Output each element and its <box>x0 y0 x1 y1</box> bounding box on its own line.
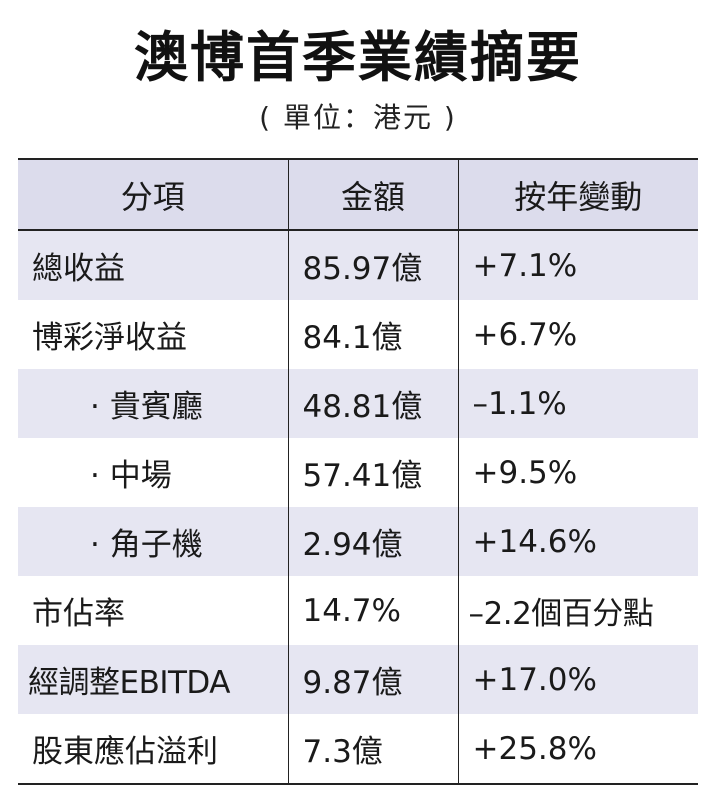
row-change: +14.6% <box>457 507 698 576</box>
row-item: 博彩淨收益 <box>32 320 187 356</box>
row-change: –1.1% <box>457 369 698 438</box>
row-amount: 84.1億 <box>287 300 458 369</box>
header-item: 分項 <box>120 177 185 216</box>
row-amount: 85.97億 <box>287 230 458 300</box>
row-amount: 7.3億 <box>287 714 458 784</box>
row-change: +25.8% <box>457 714 698 784</box>
page-title: 澳博首季業績摘要 <box>134 25 582 89</box>
row-amount: 14.7% <box>287 576 458 645</box>
results-table: 分項 金額 按年變動 總收益 85.97億 +7.1% 博彩淨收益 84.1億 … <box>18 158 698 785</box>
row-item: 市佔率 <box>32 596 125 632</box>
row-change: +9.5% <box>457 438 698 507</box>
row-change: +17.0% <box>457 645 698 714</box>
row-item: 總收益 <box>32 251 125 287</box>
table-row: · 中場 57.41億 +9.5% <box>18 438 698 507</box>
row-amount: 9.87億 <box>287 645 458 714</box>
row-amount: 2.94億 <box>287 507 458 576</box>
row-change: +6.7% <box>457 300 698 369</box>
row-item: · 角子機 <box>90 527 203 563</box>
row-amount: 57.41億 <box>287 438 458 507</box>
row-change: –2.2個百分點 <box>457 576 698 645</box>
row-item: 經調整EBITDA <box>28 665 230 701</box>
table-row: 博彩淨收益 84.1億 +6.7% <box>18 300 698 369</box>
header-amount: 金額 <box>287 159 458 230</box>
row-amount: 48.81億 <box>287 369 458 438</box>
unit-subtitle: ( 單位：港元 ) <box>259 101 457 134</box>
table-row: 經調整EBITDA 9.87億 +17.0% <box>18 645 698 714</box>
table-row: 股東應佔溢利 7.3億 +25.8% <box>18 714 698 784</box>
row-item: · 貴賓廳 <box>90 389 203 425</box>
row-item: 股東應佔溢利 <box>32 734 218 770</box>
table-row: · 貴賓廳 48.81億 –1.1% <box>18 369 698 438</box>
table-row: 市佔率 14.7% –2.2個百分點 <box>18 576 698 645</box>
table-row: 總收益 85.97億 +7.1% <box>18 230 698 300</box>
table-row: · 角子機 2.94億 +14.6% <box>18 507 698 576</box>
table-header-row: 分項 金額 按年變動 <box>18 159 698 230</box>
row-item: · 中場 <box>90 458 172 494</box>
row-change: +7.1% <box>457 230 698 300</box>
header-change: 按年變動 <box>457 159 698 230</box>
